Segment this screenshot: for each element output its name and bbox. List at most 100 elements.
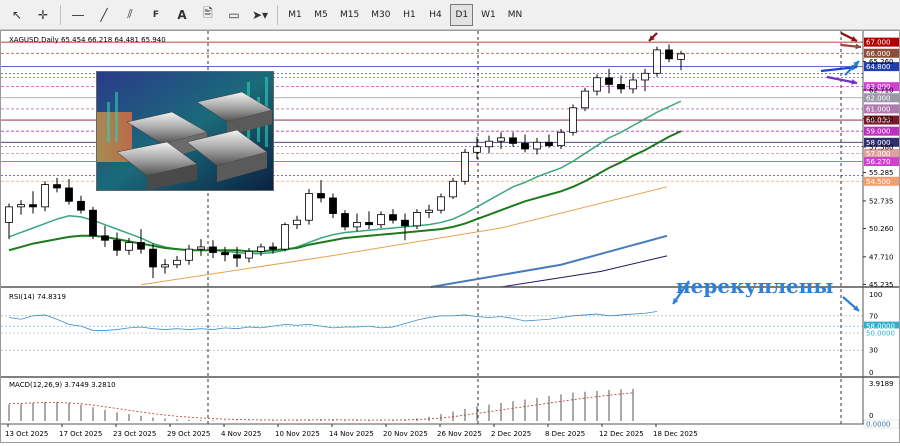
candles bbox=[5, 44, 685, 279]
candle-body bbox=[665, 49, 673, 60]
price-tick-label: 47.710 bbox=[869, 253, 894, 261]
price-tick-label: 57.580 bbox=[869, 143, 894, 151]
candle-body bbox=[497, 137, 505, 142]
price-tick-label: 60.130 bbox=[869, 115, 894, 123]
arrow-brown-head bbox=[855, 43, 861, 50]
candle-body bbox=[281, 224, 289, 250]
rsi-tick-label: 30 bbox=[869, 347, 878, 355]
timeframe-m5[interactable]: M5 bbox=[314, 9, 328, 20]
rsi-header: RSI(14) 74.8319 bbox=[9, 293, 66, 301]
candle-body bbox=[461, 151, 469, 182]
level-tag-label: 57.000 bbox=[866, 150, 891, 158]
level-tag-label: 54.500 bbox=[866, 178, 891, 186]
price-tick-label: 62.710 bbox=[869, 86, 894, 94]
level-tag-label: 58.000 bbox=[866, 139, 891, 147]
arrow-blue-rsi-head bbox=[673, 298, 679, 304]
level-tag bbox=[864, 48, 899, 58]
timeframe-w1[interactable]: W1 bbox=[481, 9, 496, 20]
overbought-annotation: перекуплены bbox=[676, 274, 834, 298]
macd-tick-label: 0 bbox=[869, 412, 873, 420]
candle-body bbox=[41, 184, 49, 208]
candle-body bbox=[233, 254, 241, 259]
rsi-tag-label: 50.0000 bbox=[866, 330, 895, 338]
label-icon[interactable]: 🖹 bbox=[203, 6, 213, 20]
candle-body bbox=[365, 222, 373, 226]
rsi-tag bbox=[864, 321, 899, 331]
macd-pane: 3.9189 00.0000 bbox=[8, 380, 900, 429]
toolbar-separator bbox=[60, 4, 61, 25]
shape-icon[interactable]: ▭ bbox=[228, 7, 240, 22]
macd-tick-label: 3.9189 bbox=[869, 380, 894, 388]
timeframe-h4[interactable]: H4 bbox=[429, 9, 442, 20]
chart-canvas[interactable]: 67.000 66.000 64.800 63.000 62.000 61.000 60.0… bbox=[1, 31, 900, 442]
ma-slow-orange bbox=[140, 186, 668, 286]
chart-window[interactable]: 67.000 66.000 64.800 63.000 62.000 61.000 60.0… bbox=[0, 30, 900, 443]
ma-slow-blue bbox=[430, 234, 668, 288]
date-label: 29 Oct 2025 bbox=[167, 430, 210, 438]
candle-body bbox=[113, 239, 121, 251]
cursor-icon[interactable]: ↖ bbox=[11, 7, 23, 22]
timeframe-m15[interactable]: M15 bbox=[340, 9, 360, 20]
rsi-line bbox=[8, 311, 658, 331]
crosshair-icon[interactable]: ✛ bbox=[37, 7, 49, 22]
date-label: 4 Nov 2025 bbox=[221, 430, 261, 438]
date-label: 20 Nov 2025 bbox=[383, 430, 428, 438]
timeframe-d1[interactable]: D1 bbox=[450, 3, 474, 26]
candle-body bbox=[293, 219, 301, 226]
candle-body bbox=[629, 79, 637, 90]
rsi-tick-label: 0 bbox=[869, 369, 873, 377]
level-tag-label: 56.270 bbox=[866, 158, 891, 166]
candle-body bbox=[197, 246, 205, 250]
candle-body bbox=[437, 196, 445, 211]
level-tag-label: 61.000 bbox=[866, 105, 891, 113]
level-tag bbox=[864, 157, 899, 167]
arrow-blue-axis-head bbox=[853, 305, 859, 311]
arrow-purple-head bbox=[851, 79, 857, 85]
price-tick-label: 65.260 bbox=[869, 58, 894, 66]
level-tag bbox=[864, 93, 899, 103]
price-tick-label: 50.260 bbox=[869, 225, 894, 233]
candle-body bbox=[125, 242, 133, 251]
hline-icon[interactable]: ― bbox=[72, 7, 84, 22]
candle-body bbox=[521, 143, 529, 150]
date-label: 17 Oct 2025 bbox=[59, 430, 102, 438]
fibonacci-icon[interactable]: F bbox=[152, 9, 160, 20]
candle-body bbox=[353, 222, 361, 228]
toolbar-separator bbox=[277, 4, 278, 25]
rsi-tick-label: 100 bbox=[869, 291, 882, 299]
candle-body bbox=[77, 200, 85, 211]
vertical-lines bbox=[207, 31, 842, 424]
candle-body bbox=[605, 77, 613, 85]
timeframe-mn[interactable]: MN bbox=[507, 9, 523, 20]
candle-body bbox=[221, 252, 229, 256]
candle-body bbox=[65, 187, 73, 202]
ma-slow-navy bbox=[500, 255, 668, 288]
candle-body bbox=[257, 246, 265, 252]
candle-body bbox=[425, 209, 433, 213]
text-icon[interactable]: A bbox=[177, 7, 187, 22]
timeframe-h1[interactable]: H1 bbox=[403, 9, 416, 20]
candle-body bbox=[17, 204, 25, 208]
candle-body bbox=[389, 214, 397, 221]
trendline-icon[interactable]: ╱ bbox=[100, 7, 108, 22]
candle-body bbox=[485, 140, 493, 148]
candle-body bbox=[581, 90, 589, 109]
macd-tag-label: 0.0000 bbox=[866, 421, 891, 429]
price-tick-label: 55.285 bbox=[869, 169, 894, 177]
timeframe-m30[interactable]: M30 bbox=[371, 9, 391, 20]
level-tag bbox=[864, 104, 899, 114]
candle-body bbox=[53, 184, 61, 189]
level-tag-label: 64.800 bbox=[866, 63, 891, 71]
timeframe-m1[interactable]: M1 bbox=[288, 9, 302, 20]
arrow-icon[interactable]: ➤▾ bbox=[251, 7, 269, 22]
level-tag bbox=[864, 115, 899, 125]
level-tag-label: 59.000 bbox=[866, 128, 891, 136]
level-tag-label: 62.000 bbox=[866, 94, 891, 102]
candle-body bbox=[245, 250, 253, 259]
date-label: 2 Dec 2025 bbox=[491, 430, 531, 438]
chart-header: XAGUSD,Daily 65.454 66.218 64.481 65.940 bbox=[9, 36, 166, 44]
level-tag-label: 67.000 bbox=[866, 39, 891, 47]
channel-icon[interactable]: ⫽ bbox=[127, 7, 133, 21]
ma-fast-line bbox=[8, 100, 682, 255]
